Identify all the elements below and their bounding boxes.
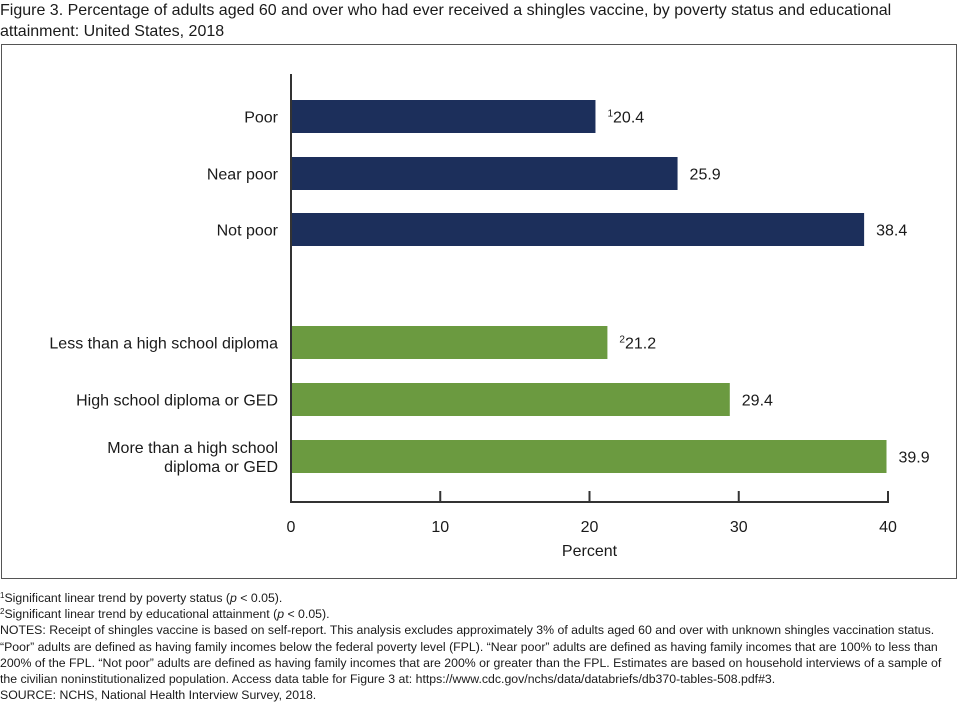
bar: [292, 440, 887, 473]
bar: [292, 383, 730, 416]
footnotes: 1Significant linear trend by poverty sta…: [0, 590, 958, 703]
category-label: Poor: [244, 110, 278, 127]
chart-frame: [1, 44, 957, 579]
figure-title: Figure 3. Percentage of adults aged 60 a…: [0, 2, 892, 40]
bar: [292, 326, 608, 359]
value-label: 29.4: [742, 393, 773, 410]
x-tick-label: 20: [581, 519, 599, 536]
x-tick-label: 30: [730, 519, 748, 536]
data-table-link[interactable]: https://www.cdc.gov/nchs/data/databriefs…: [415, 672, 772, 687]
category-label: More than a high school diploma or GED: [107, 440, 278, 476]
category-label: Near poor: [207, 167, 279, 184]
value-label: 221.2: [619, 335, 656, 353]
value-label: 25.9: [690, 167, 721, 184]
source: SOURCE: NCHS, National Health Interview …: [0, 688, 317, 703]
bar: [292, 157, 678, 190]
footnote-2: 2Significant linear trend by educational…: [0, 607, 330, 622]
category-label: High school diploma or GED: [76, 393, 278, 410]
category-label: Less than a high school diploma: [49, 336, 278, 353]
x-tick-label: 40: [879, 519, 897, 536]
value-label: 120.4: [607, 109, 644, 127]
x-tick-label: 10: [431, 519, 449, 536]
notes: NOTES: Receipt of shingles vaccine is ba…: [0, 623, 942, 687]
category-label: Not poor: [217, 223, 279, 240]
bar-chart: 0 10 20 30 40 Poor 120.4 Near poor 25.9 Not poor…: [49, 74, 930, 560]
value-label: 38.4: [876, 223, 907, 240]
footnote-1: 1Significant linear trend by poverty sta…: [0, 591, 283, 605]
bar: [292, 100, 596, 133]
bar: [292, 213, 865, 246]
x-axis-label: Percent: [562, 543, 618, 560]
value-label: 39.9: [899, 450, 930, 467]
x-tick-label: 0: [287, 519, 296, 536]
